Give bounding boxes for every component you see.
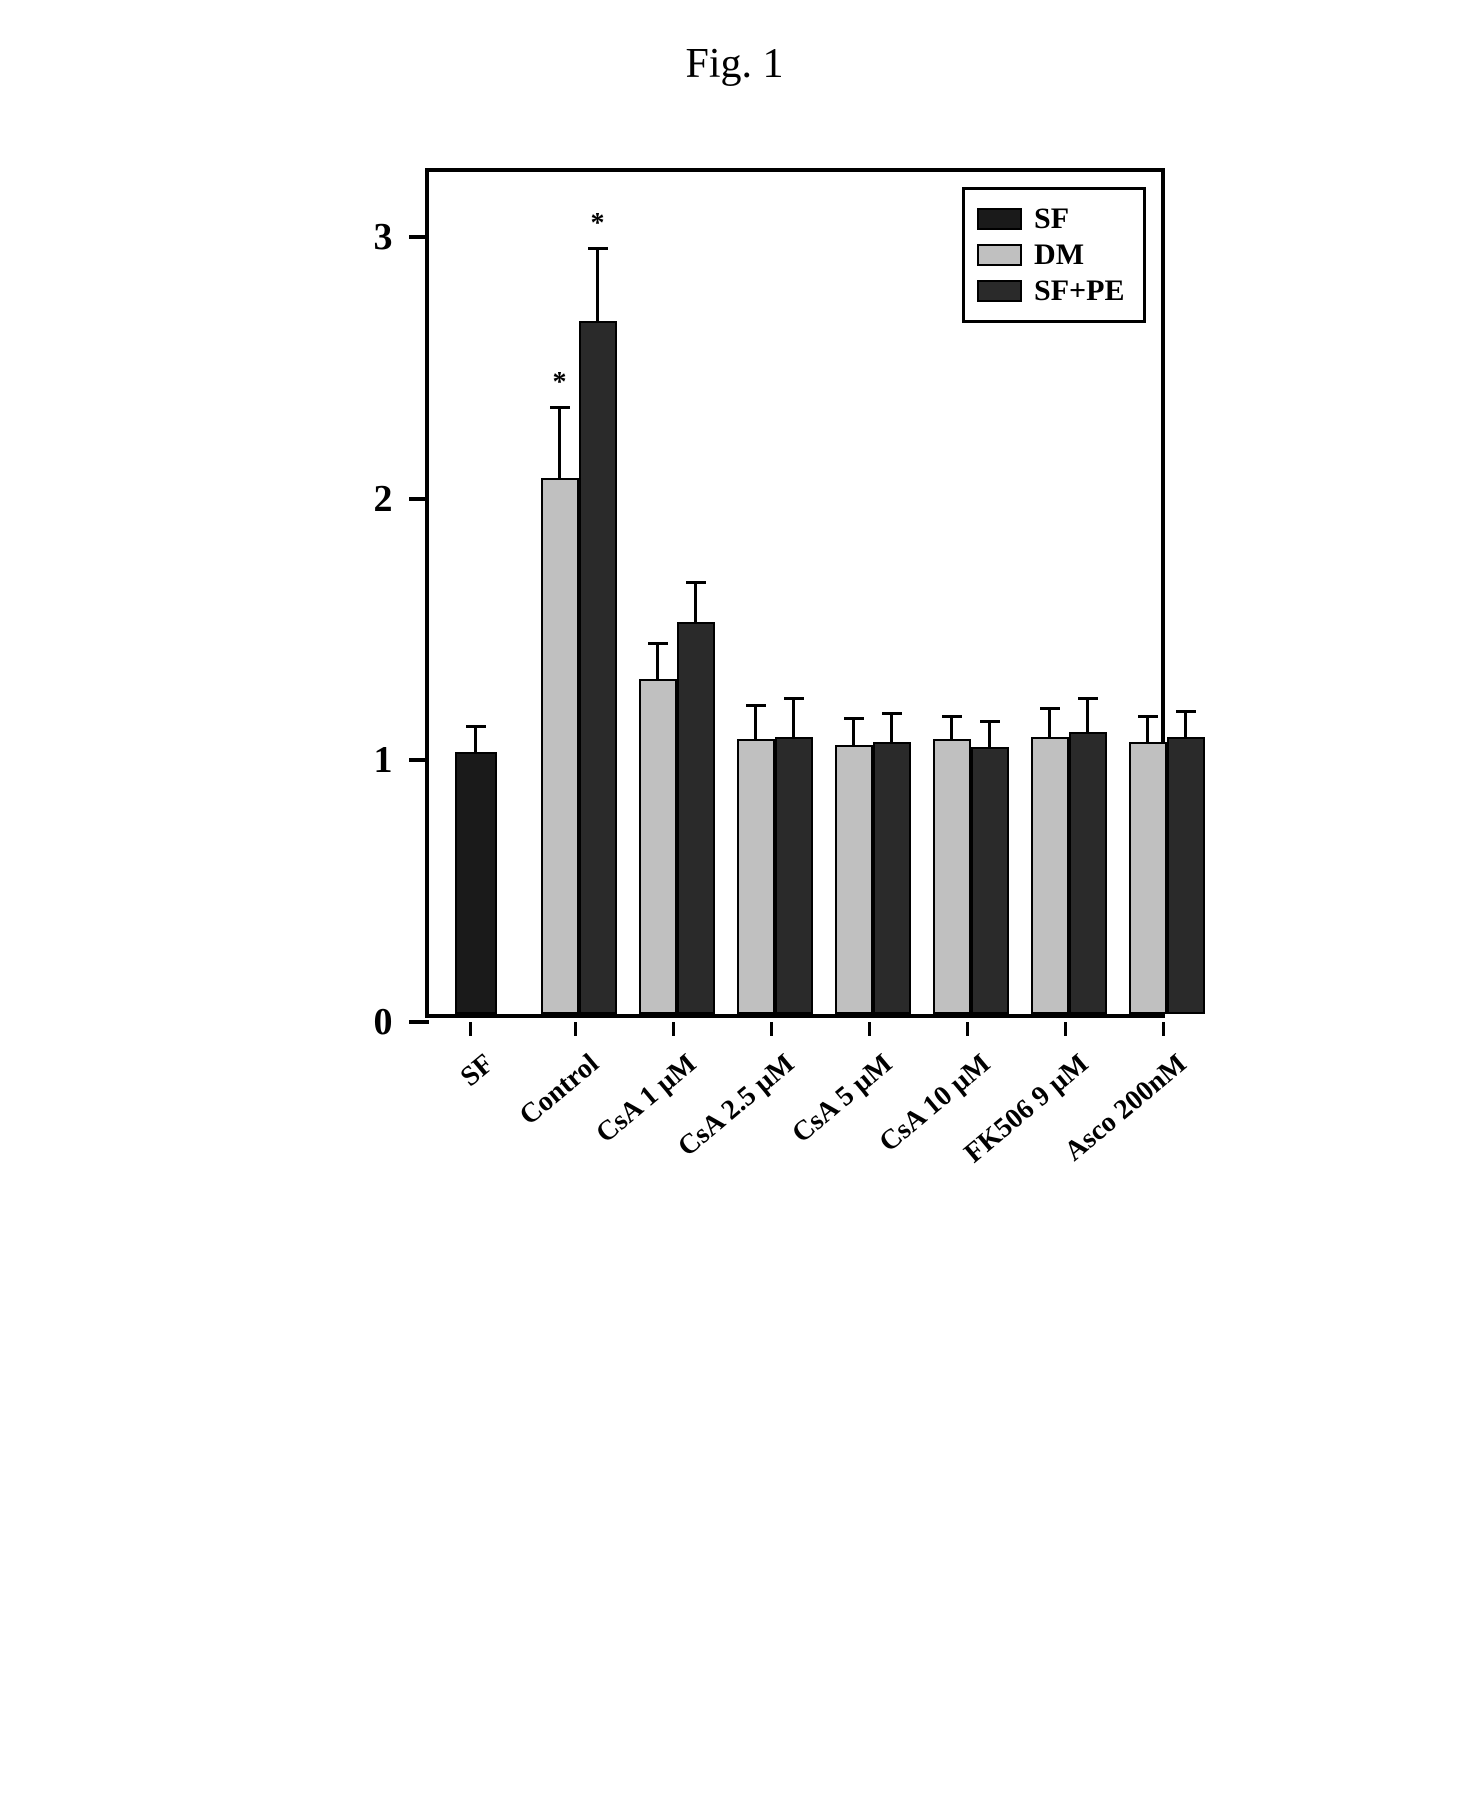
bar [933, 739, 971, 1014]
error-line [792, 700, 795, 739]
bar [775, 737, 813, 1014]
bar-group [1031, 732, 1107, 1014]
y-tick-label: 1 [374, 738, 393, 782]
error-line [596, 250, 599, 323]
bar [1031, 737, 1069, 1014]
bar [677, 622, 715, 1014]
figure-title: Fig. 1 [685, 40, 783, 88]
chart-container: Calcineurin Activity (fold) SF DM SF+PE … [285, 148, 1185, 1248]
error-line [852, 720, 855, 746]
y-tick-label: 0 [374, 1000, 393, 1044]
bar-group [455, 752, 497, 1014]
x-axis-labels: SFControlCsA 1 µMCsA 2.5 µMCsA 5 µMCsA 1… [425, 1026, 1165, 1226]
error-line [988, 723, 991, 749]
bar-group: ** [541, 321, 617, 1014]
y-tick [409, 1020, 429, 1024]
y-tick-label: 3 [374, 215, 393, 259]
bar [455, 752, 497, 1014]
error-bar [1078, 697, 1098, 734]
bar-group [1129, 737, 1205, 1014]
x-tick [770, 1022, 773, 1036]
error-bar [1040, 707, 1060, 739]
bar [835, 745, 873, 1014]
error-line [656, 645, 659, 682]
x-tick [672, 1022, 675, 1036]
x-tick [574, 1022, 577, 1036]
error-bar [550, 406, 570, 480]
y-tick-label: 2 [374, 477, 393, 521]
plot-area: SF DM SF+PE 0123 ** [425, 168, 1165, 1018]
bar-group [835, 742, 911, 1014]
bar [873, 742, 911, 1014]
error-line [1184, 713, 1187, 739]
error-line [754, 707, 757, 741]
x-tick [966, 1022, 969, 1036]
bars-container: ** [429, 172, 1161, 1014]
error-line [1086, 700, 1089, 734]
bar-group [639, 622, 715, 1014]
bar [1167, 737, 1205, 1014]
error-line [1048, 710, 1051, 739]
error-bar [882, 712, 902, 744]
significance-star-icon: * [553, 367, 567, 399]
bar-group [933, 739, 1009, 1014]
error-line [558, 409, 561, 480]
x-tick [1162, 1022, 1165, 1036]
significance-star-icon: * [591, 208, 605, 240]
error-line [890, 715, 893, 744]
error-line [950, 718, 953, 742]
bar [541, 478, 579, 1014]
bar-group [737, 737, 813, 1014]
error-bar [466, 725, 486, 754]
error-line [1146, 718, 1149, 744]
bar [737, 739, 775, 1014]
x-axis-label: SF [454, 1048, 500, 1094]
error-bar [1176, 710, 1196, 739]
error-bar [942, 715, 962, 742]
bar [971, 747, 1009, 1014]
x-tick [1064, 1022, 1067, 1036]
y-tick [409, 497, 429, 501]
x-axis-label: Control [513, 1048, 605, 1132]
error-line [694, 584, 697, 623]
error-bar [746, 704, 766, 741]
error-bar [980, 720, 1000, 749]
y-tick [409, 758, 429, 762]
bar [639, 679, 677, 1014]
error-bar [844, 717, 864, 746]
error-line [474, 728, 477, 754]
error-bar [1138, 715, 1158, 744]
error-bar [588, 247, 608, 323]
x-tick [469, 1022, 472, 1036]
y-tick [409, 235, 429, 239]
x-tick [868, 1022, 871, 1036]
bar [1069, 732, 1107, 1014]
error-bar [784, 697, 804, 739]
bar [579, 321, 617, 1014]
error-bar [686, 581, 706, 623]
bar [1129, 742, 1167, 1014]
error-bar [648, 642, 668, 682]
